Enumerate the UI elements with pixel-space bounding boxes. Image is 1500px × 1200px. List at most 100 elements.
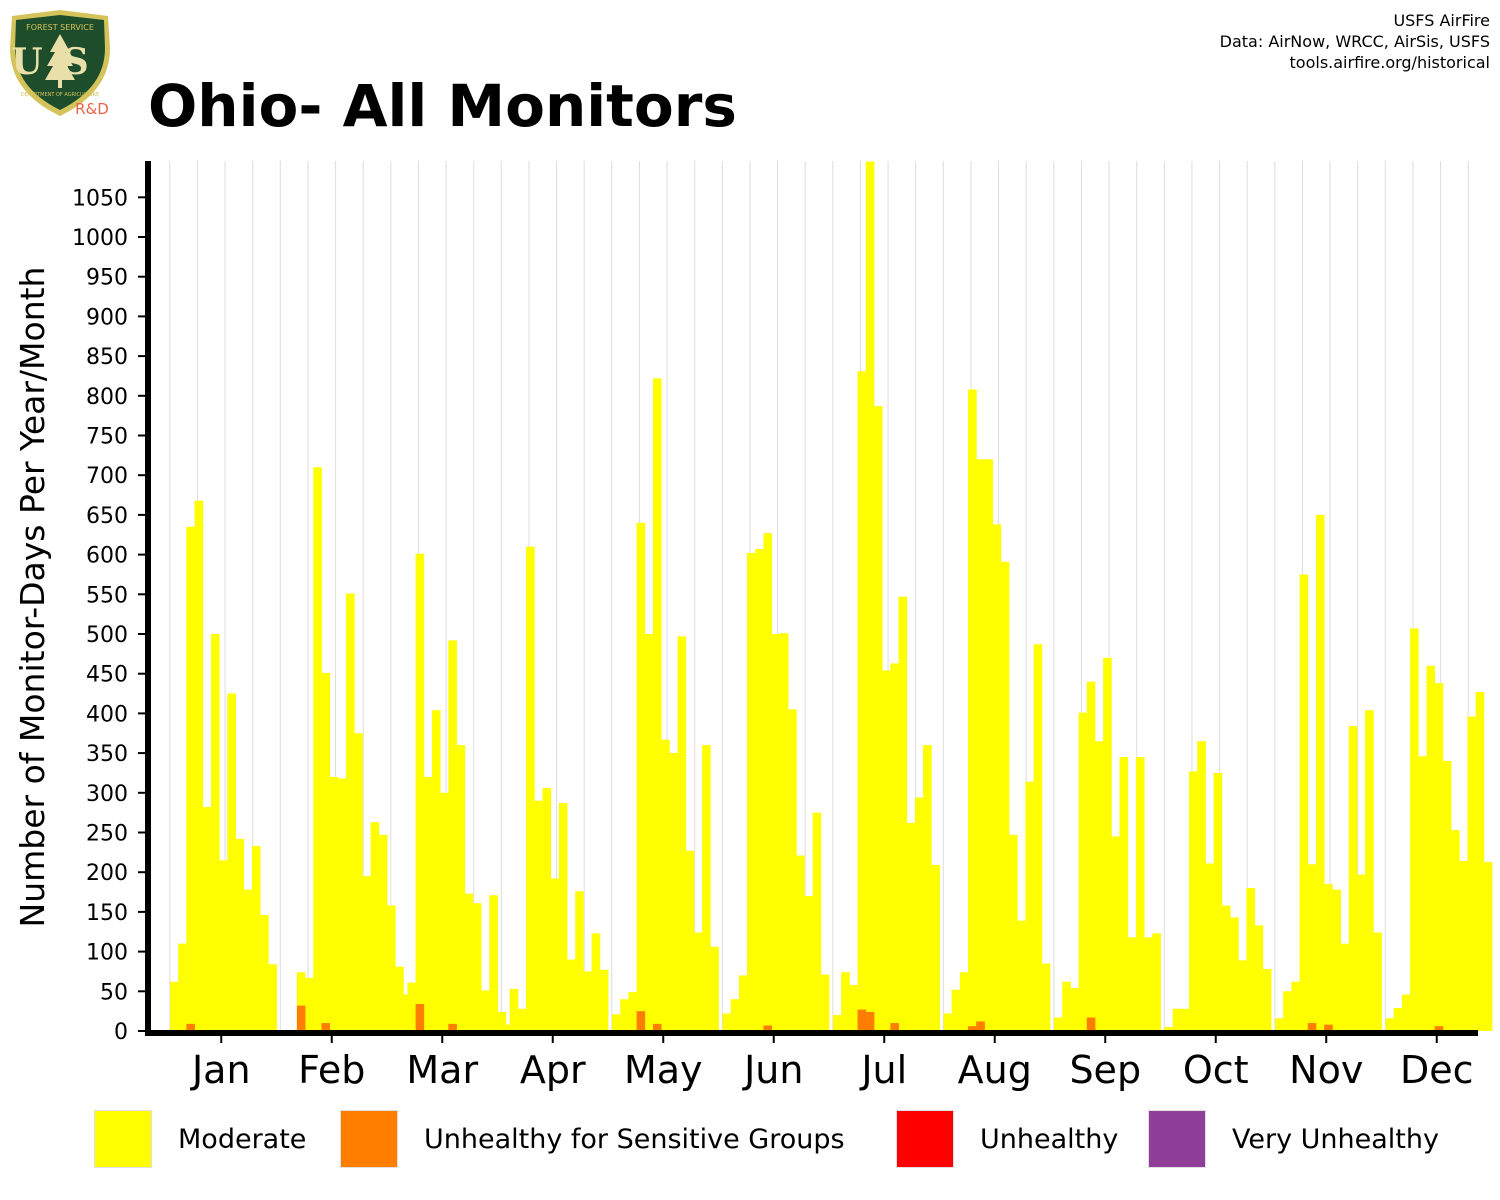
bar-mar-7 [448,1023,457,1031]
y-tick-label: 300 [86,782,128,807]
bar-may-1 [620,999,629,1031]
bar-apr-2 [517,1008,527,1031]
bar-dec-6 [1434,683,1444,1031]
bar-nov-4 [1307,1023,1317,1031]
bar-aug-11 [1033,644,1043,1031]
bar-jan-5 [210,634,220,1031]
bar-may-6 [661,739,670,1031]
bar-oct-12 [1262,969,1272,1031]
y-tick-label: 50 [100,980,128,1005]
x-tick-label-dec: Dec [1400,1048,1474,1092]
bar-oct-2 [1180,1008,1190,1031]
bar-dec-5 [1426,665,1436,1031]
bar-jul-5 [873,406,883,1031]
bar-sep-3 [1078,712,1088,1031]
bar-jul-10 [914,797,924,1031]
x-tick-label-may: May [624,1048,703,1092]
legend-label: Unhealthy for Sensitive Groups [424,1123,845,1155]
bar-aug-8 [1009,834,1018,1031]
bar-feb-10 [362,876,372,1031]
bar-feb-9 [354,733,363,1031]
bar-jan-12 [268,964,277,1031]
bar-aug-9 [1017,920,1026,1031]
bar-sep-1 [1062,981,1071,1031]
bar-feb-2 [296,1005,306,1031]
bar-dec-10 [1467,716,1477,1031]
bar-dec-12 [1483,861,1493,1031]
bar-aug-0 [943,1013,953,1031]
bar-may-3 [636,1011,646,1031]
bar-apr-7 [558,803,568,1031]
bar-mar-9 [464,893,474,1031]
bar-jan-2 [186,526,195,1031]
bar-may-4 [644,634,654,1031]
x-tick-label-jun: Jun [742,1048,803,1092]
bar-oct-7 [1221,905,1231,1031]
bar-dec-2 [1401,994,1411,1031]
bar-jun-6 [771,634,781,1031]
y-tick-label: 1050 [72,186,128,211]
bar-jun-4 [755,549,764,1031]
bar-apr-5 [542,788,552,1031]
bar-oct-1 [1172,1008,1182,1031]
y-tick-label: 500 [86,623,128,648]
bar-apr-10 [583,971,593,1031]
x-tick-label-jul: Jul [859,1048,907,1092]
bar-may-11 [702,745,711,1031]
y-axis-label: Number of Monitor-Days Per Year/Month [13,267,52,928]
bar-apr-6 [550,878,560,1031]
bar-apr-11 [591,933,601,1031]
bar-sep-2 [1070,988,1079,1031]
bar-jun-7 [779,633,789,1031]
y-tick-label: 400 [86,702,128,727]
bar-nov-5 [1315,514,1325,1031]
x-tick-label-feb: Feb [298,1048,365,1092]
bar-sep-9 [1127,937,1137,1031]
bar-may-5 [652,1023,662,1031]
bar-oct-0 [1164,1027,1174,1031]
bar-may-12 [710,946,719,1031]
bar-nov-6 [1324,1024,1333,1031]
bar-jun-5 [763,1025,773,1031]
y-tick-label: 100 [86,941,128,966]
bar-oct-4 [1197,741,1206,1031]
bar-sep-8 [1119,757,1129,1031]
bar-sep-4 [1086,681,1096,1031]
bar-dec-3 [1410,628,1419,1031]
bar-sep-10 [1135,757,1145,1031]
bar-jun-1 [730,999,740,1031]
bar-nov-11 [1365,710,1374,1031]
y-tick-label: 700 [86,464,128,489]
bar-apr-8 [567,959,576,1031]
y-tick-label: 950 [86,266,128,291]
bar-oct-3 [1189,771,1198,1031]
bar-dec-7 [1442,761,1452,1031]
bar-jun-2 [738,975,748,1031]
y-tick-label: 450 [86,663,128,688]
bar-aug-7 [1000,561,1010,1031]
bar-mar-1 [399,994,408,1031]
bar-feb-8 [346,593,355,1031]
bar-sep-12 [1152,933,1161,1031]
bar-jan-11 [260,915,269,1031]
bar-aug-3 [968,1026,977,1031]
x-tick-label-mar: Mar [406,1048,478,1092]
bar-jun-3 [747,553,756,1031]
y-tick-label: 1000 [72,226,128,251]
bar-dec-1 [1393,1007,1403,1031]
legend-label: Moderate [178,1123,307,1155]
bar-jan-7 [227,693,236,1031]
bar-feb-7 [337,778,347,1031]
bar-nov-10 [1356,874,1366,1031]
bar-oct-11 [1254,925,1264,1031]
bar-mar-0 [391,1016,400,1031]
legend-label: Unhealthy [980,1123,1119,1155]
y-tick-label: 650 [86,504,128,529]
bar-mar-13 [497,1011,507,1031]
bar-sep-7 [1111,836,1120,1031]
bar-jan-10 [251,846,261,1031]
bar-jul-3 [857,1009,867,1031]
bar-may-10 [693,932,703,1031]
bar-sep-5 [1094,741,1104,1031]
bar-jul-8 [898,596,908,1031]
